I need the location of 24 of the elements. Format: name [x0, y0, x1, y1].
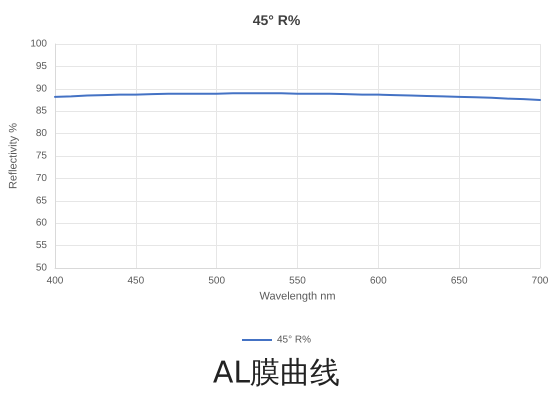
- x-tick-label: 700: [532, 276, 549, 286]
- legend-label: 45° R%: [276, 334, 312, 346]
- y-tick-label: 75: [36, 150, 48, 162]
- y-tick-label: 80: [36, 128, 48, 140]
- y-tick-label: 60: [36, 218, 48, 229]
- y-tick-label: 55: [36, 240, 48, 252]
- y-tick-label: 90: [36, 83, 48, 94]
- x-tick-label: 500: [208, 276, 226, 286]
- y-tick-label: 65: [36, 195, 48, 206]
- text: AL膜曲线: [212, 356, 340, 390]
- y-tick-label: 100: [30, 38, 48, 50]
- x-tick-label: 550: [289, 276, 306, 286]
- x-axis-title: Wavelength nm: [259, 290, 336, 302]
- x-tick-label: 400: [46, 276, 64, 286]
- x-tick-label: 650: [450, 276, 468, 286]
- y-tick-label: 95: [36, 60, 48, 72]
- y-tick-label: 50: [36, 262, 48, 274]
- y-axis-title: Reflectivity %: [8, 122, 20, 190]
- y-tick-label: 70: [36, 172, 48, 184]
- y-tick-label: 85: [36, 106, 48, 117]
- chart-title: 45° R%: [252, 12, 301, 28]
- x-tick-label: 600: [370, 276, 388, 286]
- x-tick-label: 450: [127, 276, 145, 286]
- line-series: [54, 92, 541, 101]
